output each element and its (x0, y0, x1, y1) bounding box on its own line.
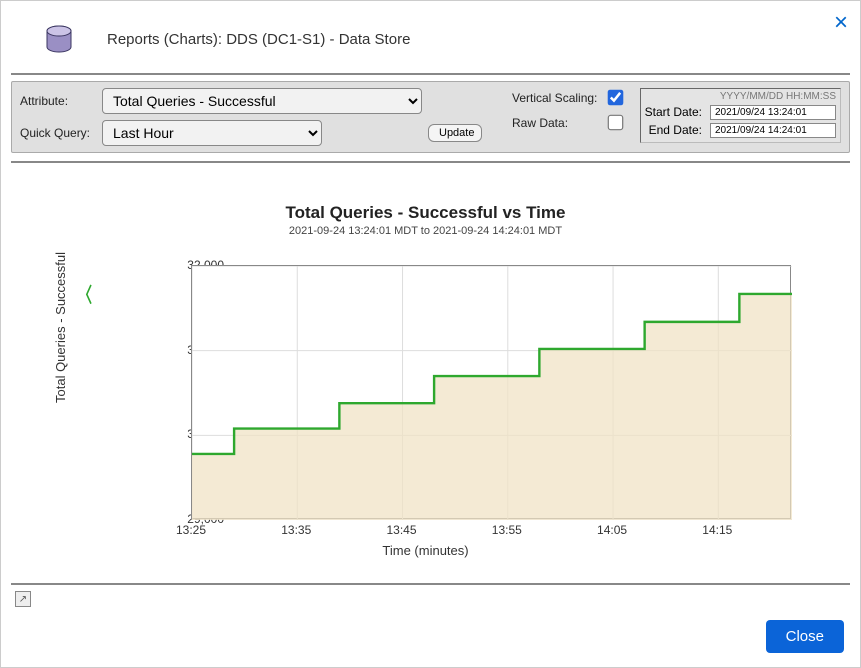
chart-subtitle: 2021-09-24 13:24:01 MDT to 2021-09-24 14… (21, 225, 830, 237)
toolbar: Attribute: Total Queries - Successful Qu… (11, 81, 850, 153)
start-date-label: Start Date: (645, 105, 704, 120)
xtick: 14:15 (702, 523, 732, 537)
xtick: 13:55 (492, 523, 522, 537)
legend-line-icon: 〈 (78, 279, 92, 308)
chart-xlabel: Time (minutes) (382, 543, 468, 558)
end-date-input[interactable] (710, 123, 836, 138)
close-icon[interactable]: × (834, 9, 848, 37)
date-format-hint: YYYY/MM/DD HH:MM:SS (645, 91, 836, 102)
chart-title: Total Queries - Successful vs Time (21, 203, 830, 223)
chart: Total Queries - Successful vs Time 2021-… (21, 203, 830, 563)
raw-data-label: Raw Data: (512, 116, 597, 130)
date-panel: YYYY/MM/DD HH:MM:SS Start Date: End Date… (640, 88, 841, 143)
vertical-scaling-checkbox[interactable] (608, 90, 624, 106)
plot-area (191, 265, 791, 519)
xtick: 13:35 (281, 523, 311, 537)
xtick: 13:25 (176, 523, 206, 537)
attribute-label: Attribute: (20, 94, 102, 108)
update-button[interactable]: Update (428, 124, 482, 142)
quick-query-select[interactable]: Last Hour (102, 120, 322, 146)
header: Reports (Charts): DDS (DC1-S1) - Data St… (11, 1, 850, 75)
datastore-icon (41, 21, 77, 57)
vertical-scaling-label: Vertical Scaling: (512, 91, 597, 105)
start-date-input[interactable] (710, 105, 836, 120)
raw-data-checkbox[interactable] (608, 115, 624, 131)
expand-icon[interactable]: ↗ (15, 591, 31, 607)
end-date-label: End Date: (645, 123, 704, 138)
chart-ylabel: Total Queries - Successful (53, 252, 68, 403)
attribute-select[interactable]: Total Queries - Successful (102, 88, 422, 114)
bottom-bar: ↗ (11, 583, 850, 607)
page-title: Reports (Charts): DDS (DC1-S1) - Data St… (107, 31, 410, 48)
xtick: 14:05 (597, 523, 627, 537)
close-button[interactable]: Close (766, 620, 844, 653)
xtick: 13:45 (387, 523, 417, 537)
quick-query-label: Quick Query: (20, 126, 102, 140)
